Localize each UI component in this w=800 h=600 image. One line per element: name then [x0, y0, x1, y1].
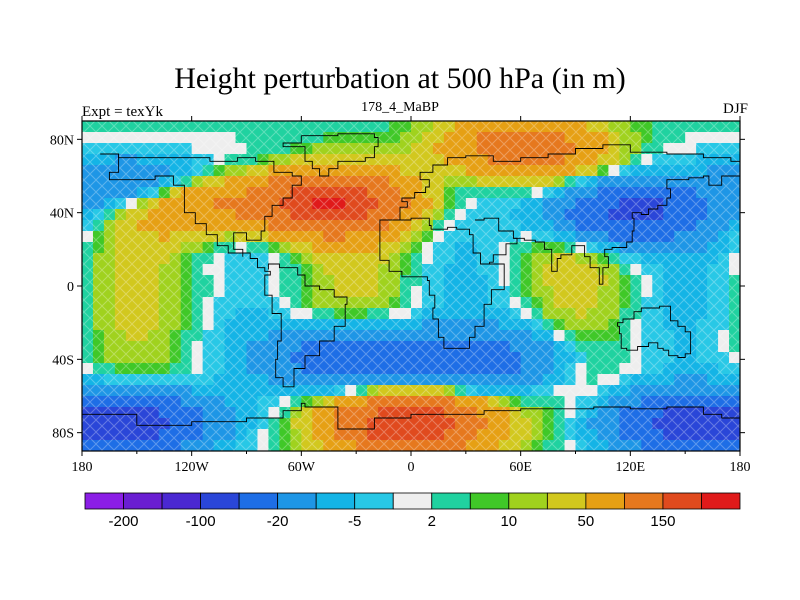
- x-tick-label: 0: [408, 460, 415, 475]
- colorbar-swatch: [277, 492, 317, 510]
- y-tick-label: 0: [67, 280, 74, 295]
- colorbar-label: 2: [428, 513, 436, 530]
- colorbar-swatch: [315, 492, 356, 510]
- coastlines: [82, 133, 740, 430]
- run-label: 178_4_MaBP: [361, 100, 439, 115]
- colorbar: -200 -100 -20 -5 2 10 50 150: [84, 492, 741, 530]
- axes: 180 120W 60W 0 60E 120E 180 80N 40N 0 40S 80S: [50, 116, 751, 475]
- x-tick-label: 60W: [288, 460, 316, 475]
- colorbar-label: 10: [500, 513, 517, 530]
- coastline: [282, 133, 379, 177]
- x-tick-label: 180: [72, 460, 93, 475]
- coastline: [392, 144, 740, 221]
- colorbar-swatch: [123, 492, 163, 510]
- colorbar-swatch: [624, 492, 664, 510]
- coastline: [82, 402, 740, 430]
- colorbar-swatch: [354, 492, 394, 510]
- colorbar-swatch: [84, 492, 124, 510]
- season-label: DJF: [722, 101, 748, 117]
- experiment-label: Expt = texYk: [82, 104, 163, 120]
- colorbar-swatch: [701, 492, 741, 510]
- colorbar-swatch: [431, 492, 471, 510]
- colorbar-swatch: [662, 492, 702, 510]
- colorbar-swatch: [200, 492, 240, 510]
- colorbar-label: -5: [348, 513, 361, 530]
- colorbar-swatch: [508, 492, 548, 510]
- colorbar-swatch: [469, 492, 510, 510]
- colorbar-label: 150: [650, 513, 675, 530]
- x-tick-label: 120W: [175, 460, 210, 475]
- chart-title: Height perturbation at 500 hPa (in m): [174, 62, 626, 95]
- colorbar-label: -100: [186, 513, 216, 530]
- x-tick-label: 180: [730, 460, 751, 475]
- colorbar-swatch: [585, 492, 625, 510]
- hatch-overlay: [82, 121, 740, 451]
- coastline: [379, 217, 505, 349]
- x-tick-label: 120E: [616, 460, 646, 475]
- x-tick-label: 60E: [509, 460, 532, 475]
- colorbar-swatch: [161, 492, 201, 510]
- y-tick-label: 40S: [52, 353, 74, 368]
- coastline: [100, 153, 244, 257]
- y-tick-label: 40N: [50, 207, 74, 222]
- coastline: [617, 305, 692, 358]
- colorbar-swatch: [392, 492, 433, 510]
- colorbar-label: 50: [578, 513, 595, 530]
- colorbar-swatch: [238, 492, 279, 510]
- colorbar-swatch: [546, 492, 587, 510]
- y-tick-label: 80N: [50, 133, 74, 148]
- coastline: [513, 168, 740, 285]
- y-tick-label: 80S: [52, 427, 74, 442]
- colorbar-label: -20: [267, 513, 289, 530]
- coastline: [100, 153, 348, 388]
- colorbar-label: -200: [109, 513, 139, 530]
